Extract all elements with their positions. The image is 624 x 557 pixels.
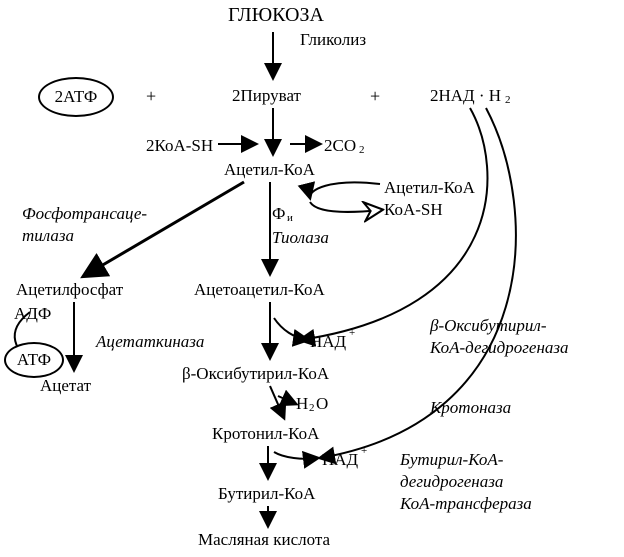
curve-thiolase_out	[310, 202, 380, 212]
node-h2o_o: O	[316, 394, 328, 414]
edge-h2o_off	[278, 396, 296, 404]
node-koash_r: КоА-SH	[384, 200, 443, 220]
node-glycolysis: Гликолиз	[300, 30, 366, 50]
node-butyric: Масляная кислота	[198, 530, 330, 550]
curve-thiolase_in	[310, 182, 380, 198]
edge-boxy_arw1	[270, 386, 284, 418]
node-enz_pta2: тилаза	[22, 226, 74, 246]
node-nad1_sup: +	[349, 327, 355, 340]
node-b_oxy: β-Оксибутирил-КоА	[182, 364, 329, 384]
ellipse-label-atp2: 2АТФ	[55, 87, 98, 107]
node-pyruvate: 2Пируват	[232, 86, 301, 106]
ellipse-label-atp: АТФ	[17, 350, 51, 370]
node-enz_crot: Кротоназа	[430, 398, 511, 418]
node-acetylcoa_r: Ацетил-КоА	[384, 178, 475, 198]
node-enz_butd1: Бутирил-КоА-	[400, 450, 503, 470]
node-enz_pta1: Фосфотрансаце-	[22, 204, 147, 224]
node-enz_thiolase: Тиолаза	[272, 228, 329, 248]
ellipse-atp: АТФ	[4, 342, 64, 378]
node-h2o: H	[296, 394, 308, 414]
edge-ac_left	[84, 182, 244, 276]
node-enz_transf: КоА-трансфераза	[400, 494, 532, 514]
node-enz_bohd2: КоА-дегидрогеназа	[430, 338, 569, 358]
node-enz_ak: Ацетаткиназа	[96, 332, 204, 352]
node-phi_sub: и	[287, 212, 293, 225]
node-acetylp: Ацетилфосфат	[16, 280, 123, 300]
node-nadh2_sub: 2	[505, 94, 511, 107]
diagram-canvas: ГЛЮКОЗАГликолиз+2Пируват+2НАД · Н22КоА-S…	[0, 0, 624, 557]
node-butyryl: Бутирил-КоА	[218, 484, 315, 504]
node-nad2_sup: +	[361, 445, 367, 458]
node-glucose: ГЛЮКОЗА	[228, 4, 324, 27]
node-enz_bohd1: β-Оксибутирил-	[430, 316, 546, 336]
node-h2o_sub: 2	[309, 402, 315, 415]
ellipse-atp2: 2АТФ	[38, 77, 114, 117]
curve-nad2_branch	[274, 452, 318, 459]
curve-nad1_branch	[274, 318, 308, 340]
node-nad2: НАД	[322, 450, 358, 470]
node-co2_sub: 2	[359, 144, 365, 157]
node-nad1: НАД	[310, 332, 346, 352]
node-adp: АДФ	[14, 304, 51, 324]
node-crotonyl: Кротонил-КоА	[212, 424, 319, 444]
node-acetate: Ацетат	[40, 376, 91, 396]
node-plus2: +	[370, 86, 380, 107]
node-plus1: +	[146, 86, 156, 107]
node-koash_in: 2КоА-SH	[146, 136, 213, 156]
node-acetoacetyl: Ацетоацетил-КоА	[194, 280, 325, 300]
node-acetylcoa: Ацетил-КоА	[224, 160, 315, 180]
node-nadh2: 2НАД · Н	[430, 86, 501, 106]
node-phi: Ф	[272, 204, 285, 224]
node-co2: 2CO	[324, 136, 356, 156]
node-enz_butd2: дегидрогеназа	[400, 472, 503, 492]
